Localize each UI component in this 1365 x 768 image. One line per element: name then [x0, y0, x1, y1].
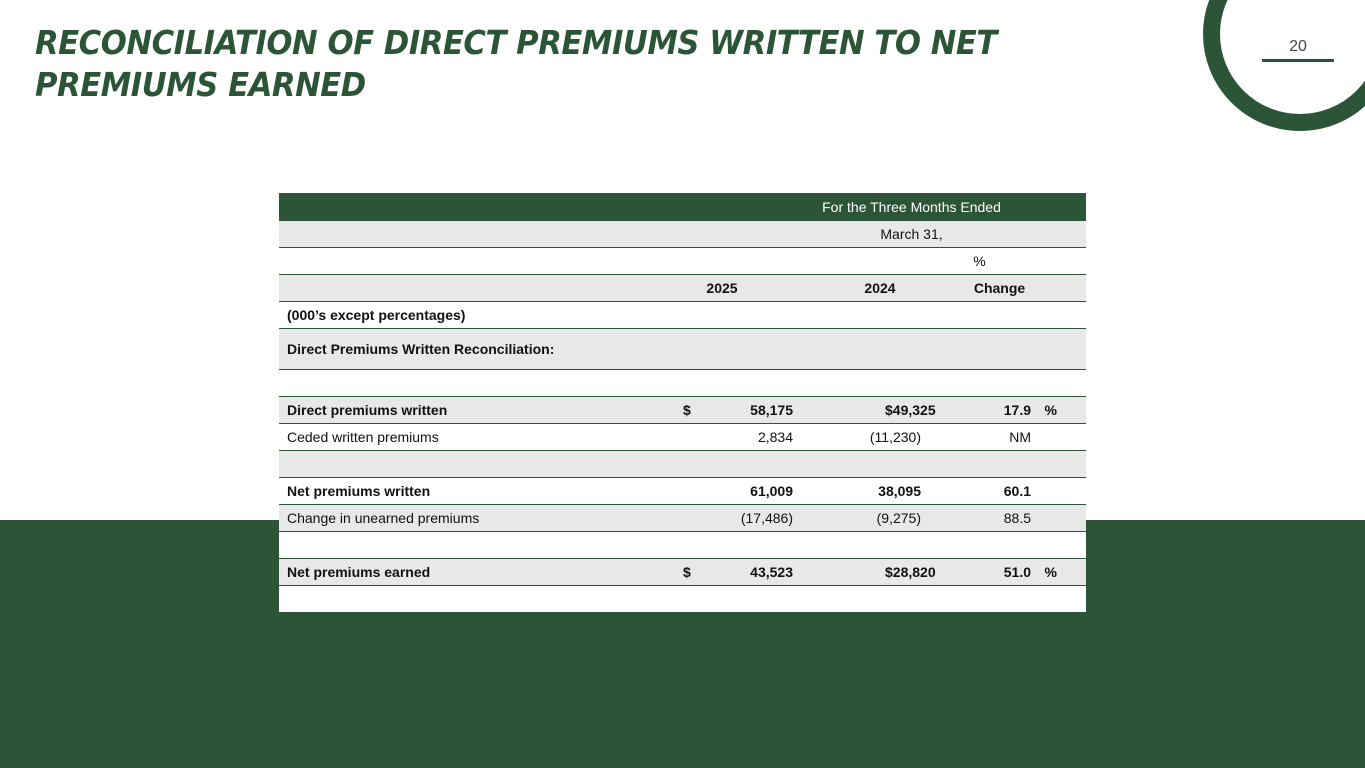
section-label-row: Direct Premiums Written Reconciliation:: [279, 328, 1086, 370]
spacer-row: [279, 585, 1086, 613]
spacer-row: [279, 531, 1086, 559]
decorative-ring: [1203, 0, 1365, 131]
spacer-row: [279, 369, 1086, 397]
header-row-pct: %: [279, 247, 1086, 275]
header-row-date: March 31,: [279, 220, 1086, 248]
table-row: Ceded written premiums 2,834 (11,230) NM: [279, 423, 1086, 451]
spacer-row: [279, 450, 1086, 478]
units-note-row: (000’s except percentages): [279, 301, 1086, 329]
table-row: Direct premiums written $58,175 $49,325 …: [279, 396, 1086, 424]
page-number: 20: [1289, 38, 1307, 55]
reconciliation-table: For the Three Months Ended March 31, % 2…: [279, 193, 1086, 613]
table-row: Net premiums earned $43,523 $28,820 51.0…: [279, 558, 1086, 586]
header-row-columns: 2025 2024 Change: [279, 274, 1086, 302]
page-number-underline: [1262, 59, 1334, 62]
table-row: Change in unearned premiums (17,486) (9,…: [279, 504, 1086, 532]
page-title: RECONCILIATION OF DIRECT PREMIUMS WRITTE…: [35, 23, 997, 104]
header-row-period: For the Three Months Ended: [279, 193, 1086, 221]
table-row: Net premiums written 61,009 38,095 60.1: [279, 477, 1086, 505]
